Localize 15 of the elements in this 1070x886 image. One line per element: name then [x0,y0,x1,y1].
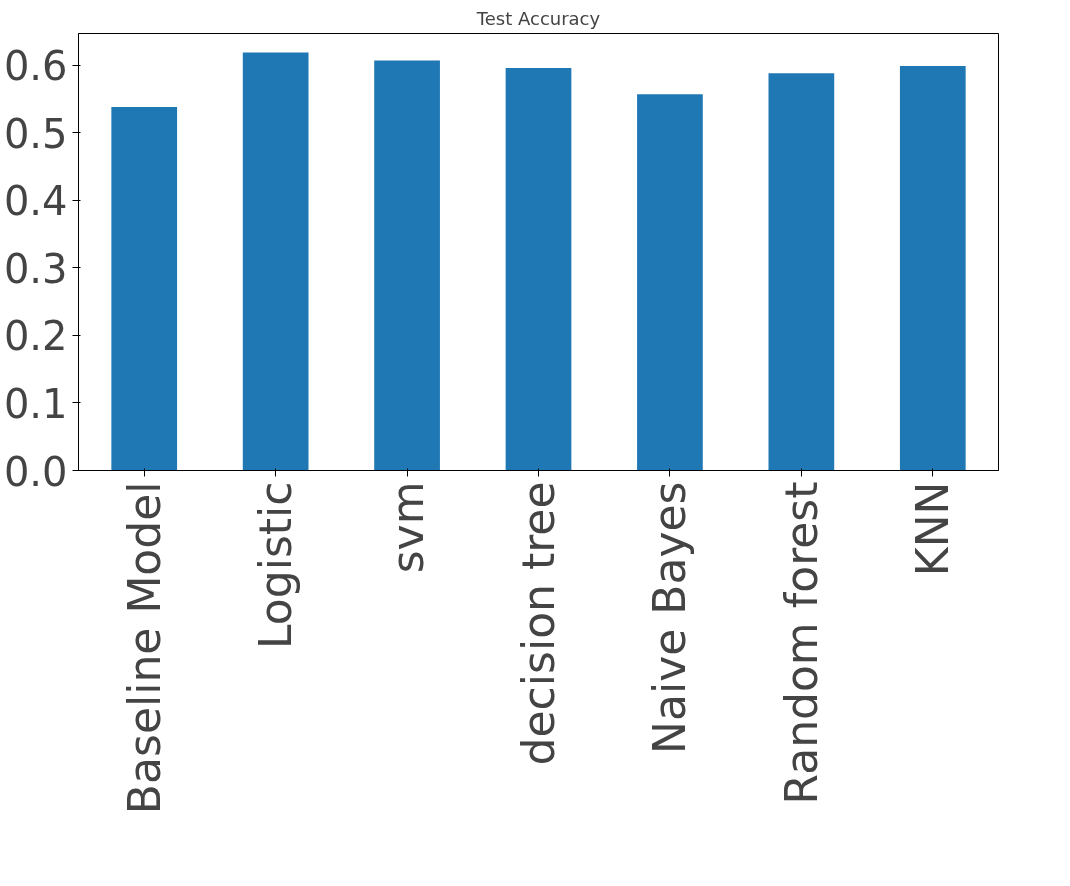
x-tick-label: svm [381,481,433,574]
y-tick-label: 0.4 [3,178,68,225]
x-tick-label: Naive Bayes [644,481,696,754]
y-tick-label: 0.5 [3,110,68,157]
x-tick-label: KNN [907,481,959,577]
y-tick-label: 0.3 [3,245,68,292]
y-tick-label: 0.1 [3,380,68,427]
chart-title: Test Accuracy [475,7,601,29]
y-tick-label: 0.2 [3,313,68,360]
x-tick-label: Random forest [775,481,827,805]
x-tick-label: Baseline Model [118,481,170,815]
x-tick-label: Logistic [250,481,302,649]
x-tick-label: decision tree [513,481,564,766]
y-tick-label: 0.0 [3,448,68,495]
y-tick-label: 0.6 [3,43,68,90]
